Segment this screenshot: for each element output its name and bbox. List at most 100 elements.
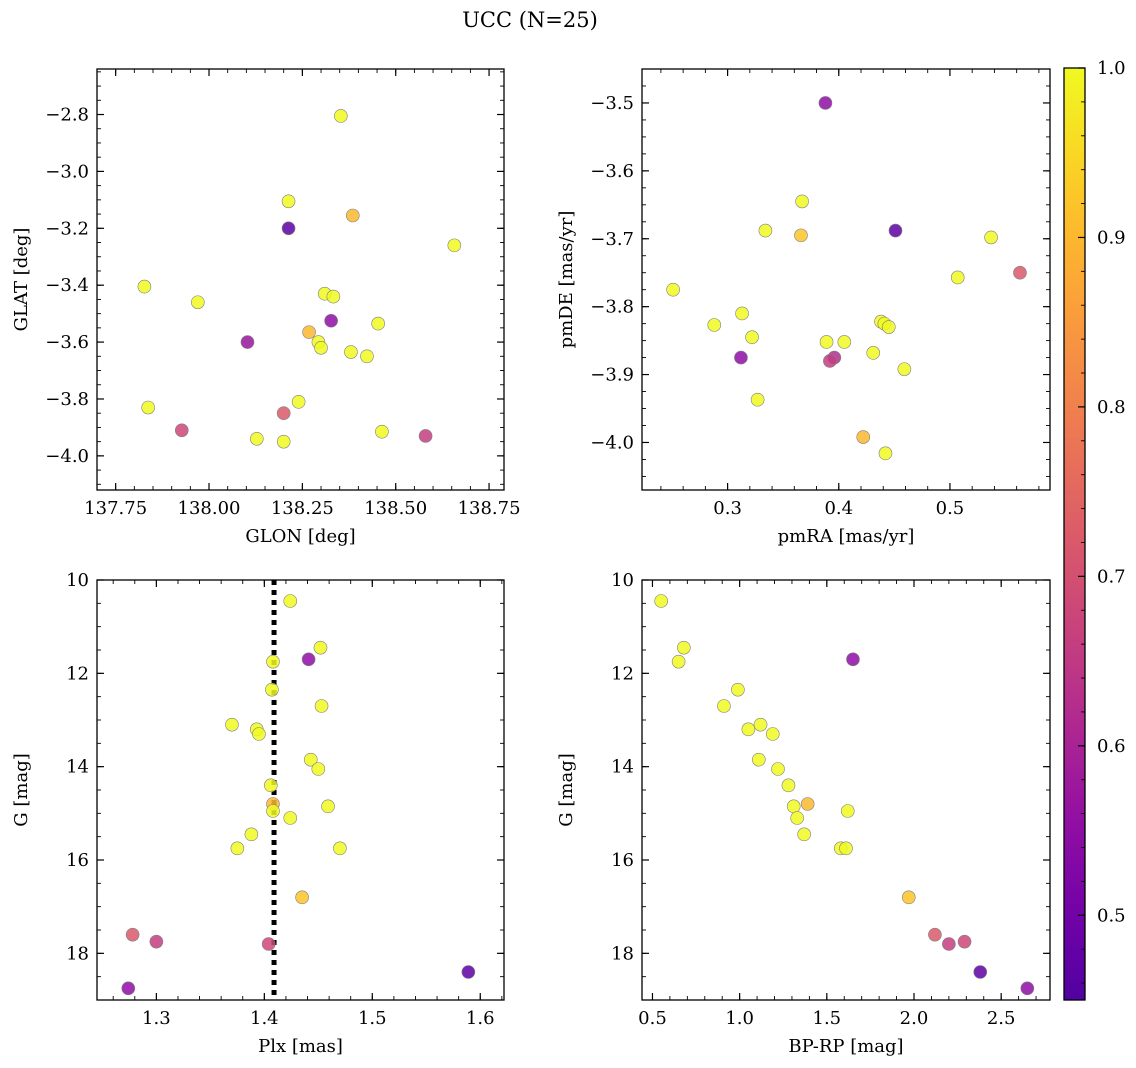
x-tick-label: 138.75 — [458, 498, 521, 519]
y-axis-label: G [mag] — [11, 753, 32, 826]
data-point — [856, 430, 871, 444]
data-point — [324, 313, 338, 328]
data-point — [334, 109, 348, 123]
data-point — [846, 652, 860, 667]
data-point — [654, 594, 668, 608]
y-tick-label: 10 — [66, 570, 89, 591]
x-tick-label: 1.3 — [142, 1008, 171, 1029]
panel-plx-g: 1.3 1.4 1.5 1.6 10 12 14 16 18 Plx [mas] G [mag] — [11, 570, 505, 1057]
y-axis-label: G [mag] — [556, 753, 577, 826]
data-point — [303, 752, 318, 767]
data-point — [717, 699, 731, 713]
data-point — [677, 640, 691, 655]
x-tick-label: 2.5 — [987, 1008, 1016, 1029]
data-point — [1020, 981, 1035, 996]
data-point — [928, 927, 942, 942]
data-point — [375, 424, 389, 439]
panel-pm: 0.3 0.4 0.5 −3.5 −3.6 −3.7 −3.8 −3.9 −4.0 pmRA [m… — [556, 68, 1051, 547]
data-point — [252, 727, 266, 741]
data-point — [121, 981, 136, 996]
data-point — [671, 654, 686, 669]
y-axis-label: GLAT [deg] — [11, 228, 32, 332]
data-point — [283, 811, 298, 825]
data-point — [901, 890, 916, 905]
data-point — [840, 804, 855, 818]
panels-container: 137.75 138.00 138.25 138.50 138.75 −2.8 −3.0 −3… — [11, 68, 1051, 1057]
data-point — [314, 340, 328, 355]
data-point — [734, 350, 748, 365]
data-point — [266, 804, 280, 818]
x-tick-label: 138.00 — [178, 498, 241, 519]
data-point — [819, 335, 834, 349]
data-point — [447, 238, 462, 253]
colorbar-tick-label: 1.0 — [1097, 58, 1126, 79]
data-point — [888, 223, 903, 238]
data-point — [264, 778, 278, 793]
data-point — [735, 306, 749, 321]
y-tick-label: −3.7 — [590, 229, 634, 250]
data-point — [790, 811, 804, 825]
axes-frame — [96, 68, 505, 491]
y-tick-label: −3.6 — [45, 332, 89, 353]
data-point — [818, 96, 833, 110]
x-tick-label: 1.5 — [358, 1008, 387, 1029]
data-point — [240, 335, 255, 349]
y-tick-label: 12 — [66, 663, 89, 684]
data-point — [837, 335, 852, 349]
data-point — [878, 446, 893, 461]
x-tick-label: 0.3 — [713, 498, 742, 519]
data-point — [1013, 265, 1027, 280]
data-point — [360, 349, 374, 364]
data-point — [666, 282, 680, 297]
data-point — [765, 727, 780, 741]
figure-title: UCC (N=25) — [462, 8, 598, 32]
data-point — [345, 208, 360, 223]
data-point — [839, 841, 853, 856]
data-point — [741, 722, 756, 737]
x-tick-label: 1.0 — [725, 1008, 754, 1029]
data-point — [866, 346, 881, 360]
data-point — [261, 937, 276, 951]
data-point — [797, 827, 811, 842]
y-tick-label: −4.0 — [590, 432, 634, 453]
y-tick-label: −3.6 — [590, 161, 634, 182]
data-point — [230, 841, 245, 856]
x-axis-label: GLON [deg] — [245, 526, 355, 547]
y-tick-label: −3.8 — [590, 297, 634, 318]
data-point — [225, 717, 239, 732]
data-point — [461, 965, 476, 979]
x-tick-label: 137.75 — [84, 498, 147, 519]
colorbar-tick-label: 0.9 — [1097, 227, 1126, 248]
x-tick-label: 0.5 — [936, 498, 965, 519]
x-axis-label: Plx [mas] — [258, 1036, 343, 1057]
data-point — [942, 937, 956, 951]
colorbar-tick-label: 0.5 — [1097, 905, 1126, 926]
x-tick-label: 1.5 — [813, 1008, 842, 1029]
data-point — [707, 318, 722, 332]
y-tick-label: 18 — [66, 943, 89, 964]
data-point — [311, 762, 326, 776]
data-point — [265, 682, 279, 697]
y-tick-label: 16 — [66, 850, 89, 871]
data-point — [281, 221, 296, 236]
data-point — [314, 699, 329, 713]
colorbar-scale — [1063, 67, 1086, 1001]
data-point — [137, 279, 152, 294]
x-tick-label: 0.5 — [638, 1008, 667, 1029]
data-point — [897, 362, 912, 376]
x-tick-label: 138.50 — [364, 498, 427, 519]
y-tick-label: −2.8 — [45, 105, 89, 126]
data-point — [344, 345, 358, 359]
data-point — [752, 752, 766, 767]
y-tick-label: −3.8 — [45, 389, 89, 410]
y-tick-label: −3.9 — [590, 365, 634, 386]
data-point — [191, 295, 205, 310]
data-point — [266, 654, 280, 669]
axes-frame — [641, 579, 1051, 1001]
data-point — [957, 934, 972, 949]
data-point — [326, 289, 341, 304]
data-point — [283, 594, 298, 608]
x-axis-label: pmRA [mas/yr] — [778, 526, 915, 547]
data-point — [295, 890, 309, 905]
